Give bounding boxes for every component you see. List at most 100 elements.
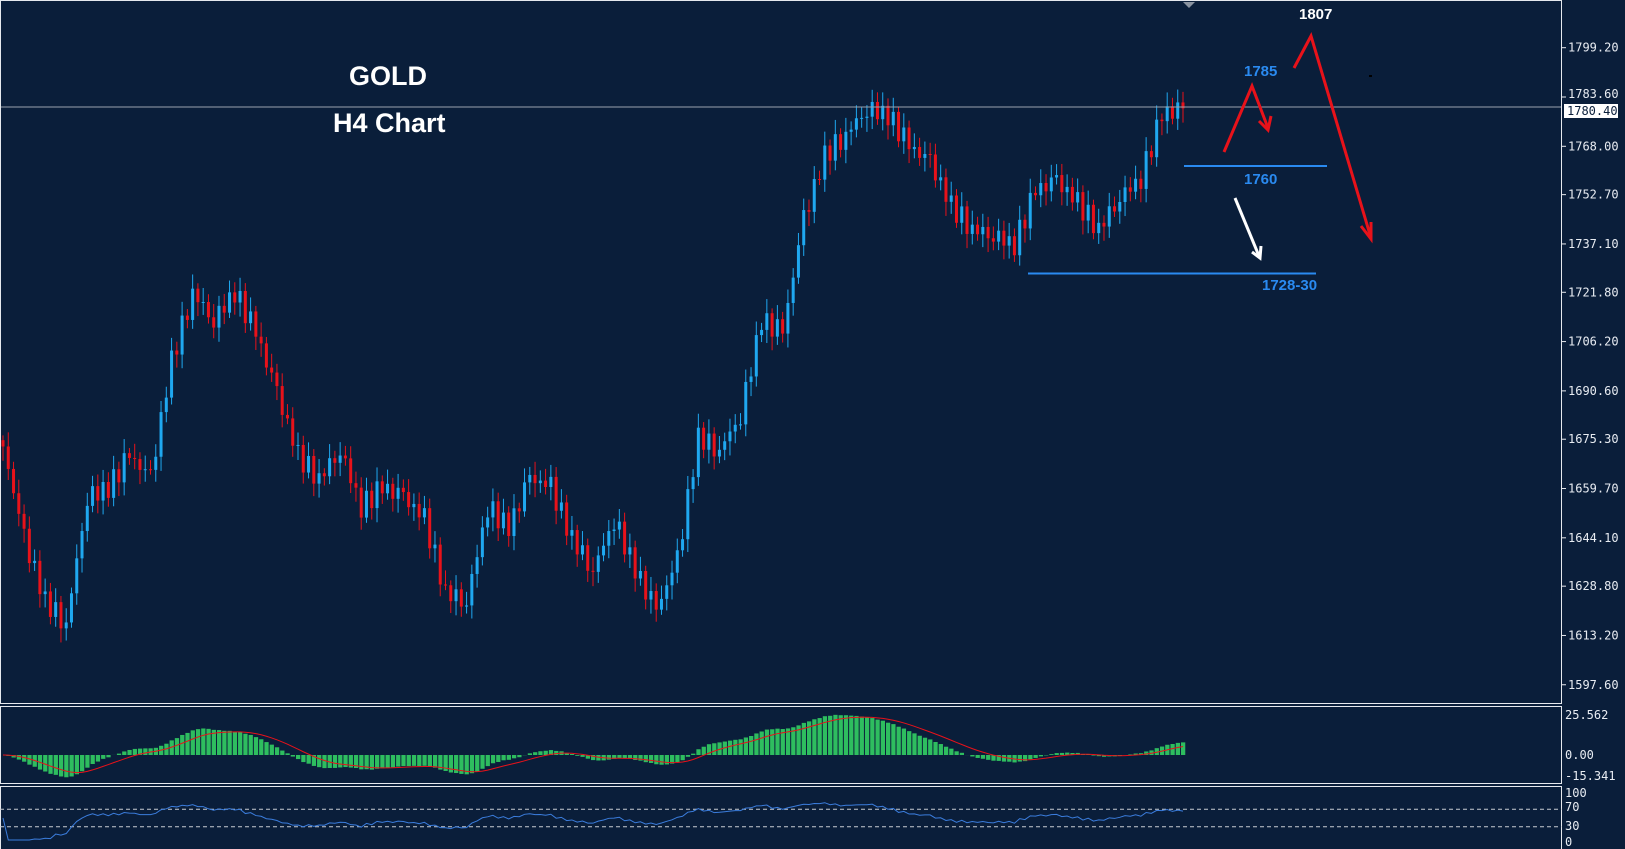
candle [401, 479, 405, 501]
macd-bar [527, 753, 533, 755]
candle-body [22, 513, 26, 529]
macd-bar [317, 755, 322, 768]
candle-body [364, 490, 368, 518]
candle-body [85, 505, 89, 532]
candle [1160, 113, 1164, 136]
candle [191, 274, 195, 329]
candle [702, 422, 706, 459]
candle-body [212, 317, 216, 328]
candle-body [991, 238, 995, 242]
candle-body [1018, 219, 1022, 256]
candle-body [285, 414, 289, 419]
candle [739, 413, 742, 430]
macd-bar [454, 755, 459, 774]
candle-body [1102, 222, 1106, 227]
candle [1, 435, 5, 461]
candle [270, 353, 274, 382]
macd-bar [548, 750, 554, 755]
candle-body [1165, 106, 1169, 122]
candle [607, 520, 611, 559]
candle [449, 580, 453, 614]
candle-body [412, 503, 416, 508]
candle-body [486, 517, 490, 528]
y-tick-label: 1613.20 [1568, 628, 1619, 642]
candle-body [1, 440, 5, 447]
macd-bar [169, 740, 174, 755]
candle [791, 268, 795, 316]
candle-body [491, 501, 495, 518]
macd-bar [216, 730, 222, 755]
candle [454, 575, 458, 616]
candle-body [833, 134, 837, 161]
candle [1170, 97, 1174, 125]
candle-body [728, 431, 732, 442]
candle [343, 445, 347, 466]
candle-body [428, 508, 432, 549]
candle [612, 518, 616, 545]
candle-body [665, 585, 669, 599]
macd-bar [754, 733, 759, 755]
y-tick-label: 1644.10 [1568, 531, 1619, 545]
macd-bar [991, 755, 996, 761]
macd-bar [95, 755, 101, 762]
macd-bar [327, 755, 332, 768]
candle [486, 506, 490, 537]
price-axis[interactable]: 1799.20 1783.60 1768.00 1752.70 1737.10 1721.… [1562, 41, 1619, 692]
candle [238, 277, 242, 317]
candle [1139, 170, 1143, 203]
macd-bar [80, 755, 85, 772]
candle-body [291, 418, 295, 446]
candle [370, 482, 374, 520]
macd-bar [338, 755, 343, 768]
macd-bar [274, 747, 280, 755]
macd-bar [195, 729, 201, 755]
candle-body [907, 127, 911, 150]
candle-body [828, 145, 832, 161]
macd-bar [633, 755, 638, 760]
macd-bar [485, 755, 490, 767]
candle-body [233, 292, 237, 303]
candle-body [1134, 178, 1138, 192]
candle-body [438, 544, 442, 585]
candle-body [59, 602, 63, 629]
candle [538, 470, 542, 493]
candle [164, 386, 168, 423]
macd-bar [896, 726, 901, 755]
candle [391, 477, 395, 512]
candle-body [307, 455, 311, 473]
macd-bar [427, 755, 432, 767]
candle-body [528, 474, 532, 483]
current-price-box [1564, 104, 1618, 118]
macd-bar [174, 738, 180, 755]
candle-body [343, 455, 347, 459]
candle-body [243, 290, 247, 324]
candle [386, 469, 390, 500]
candle [902, 113, 906, 154]
y-tick-label: 1675.30 [1568, 432, 1619, 446]
candle-body [1076, 192, 1080, 203]
candle [675, 538, 679, 584]
candle-body [1023, 219, 1027, 229]
candle-body [359, 487, 363, 518]
macd-bar [696, 749, 701, 755]
candle [196, 283, 200, 317]
macd-bar [675, 755, 680, 763]
macd-bar [380, 755, 385, 769]
candle-body [444, 584, 447, 586]
candle-body [401, 487, 405, 493]
candle [122, 439, 126, 496]
candle [233, 282, 237, 315]
candle-body [818, 179, 822, 181]
candle-body [106, 482, 110, 498]
macd-bar [211, 729, 216, 755]
candle-body [275, 372, 279, 387]
candle-body [812, 179, 816, 212]
macd-bar [938, 744, 943, 755]
macd-bar [280, 750, 285, 755]
y-tick-label: 1721.80 [1568, 285, 1619, 299]
shift-marker-icon[interactable] [1183, 2, 1195, 8]
candles [1, 89, 1185, 643]
candle-body [870, 101, 874, 117]
rsi-tick-label: 70 [1565, 800, 1579, 814]
